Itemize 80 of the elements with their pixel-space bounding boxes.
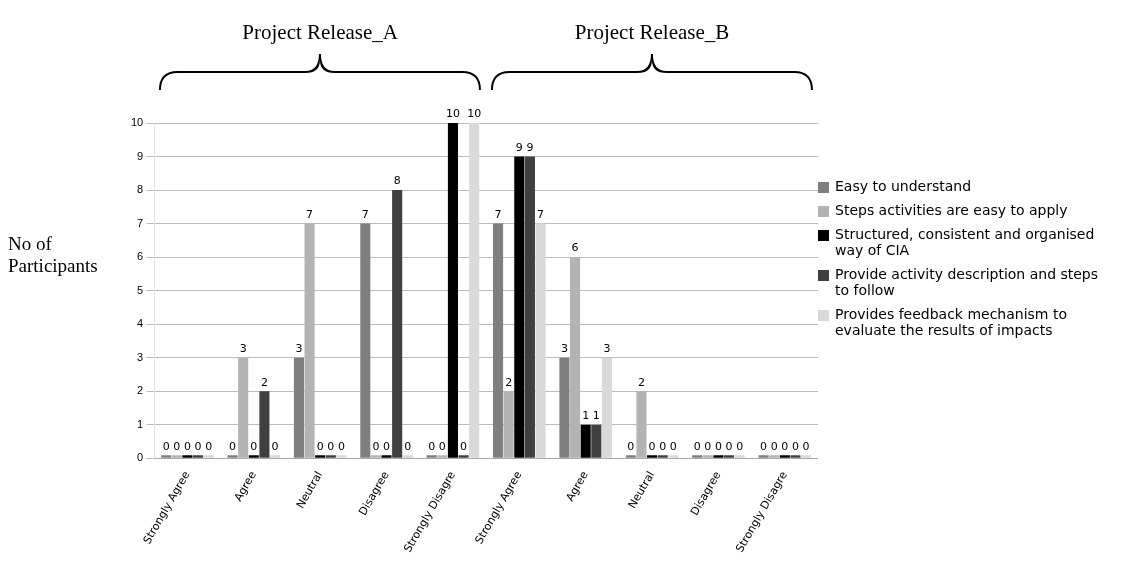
y-tick-label: 7 [137, 216, 144, 229]
data-label: 0 [316, 439, 324, 453]
data-label: 0 [372, 439, 380, 453]
data-label: 0 [791, 439, 799, 453]
bar [559, 357, 570, 458]
legend-label: Provides feedback mechanism to evaluate the results of impacts [835, 306, 1068, 338]
bar [601, 357, 612, 458]
data-label: 0 [704, 439, 712, 453]
data-label: 0 [183, 439, 191, 453]
data-label: 8 [393, 174, 401, 188]
data-label: 0 [659, 439, 667, 453]
bar [493, 223, 504, 458]
data-label: 0 [404, 439, 412, 453]
data-label: 3 [560, 342, 568, 356]
legend-label: Structured, consistent and organised way of CIA [835, 226, 1096, 258]
bar [447, 123, 458, 458]
bar [293, 357, 304, 458]
bar [535, 223, 546, 458]
data-label: 3 [603, 342, 611, 356]
bar [514, 156, 525, 458]
data-label: 1 [592, 409, 600, 423]
bar [469, 123, 480, 458]
y-tick-label: 10 [130, 116, 144, 129]
data-label: 0 [271, 439, 279, 453]
bar [392, 190, 403, 458]
data-label: 0 [337, 439, 345, 453]
data-label: 7 [537, 207, 545, 221]
data-label: 0 [327, 439, 335, 453]
data-label: 0 [802, 439, 810, 453]
data-label: 0 [770, 439, 778, 453]
text: Project Release_A [241, 20, 399, 45]
data-label: 0 [693, 439, 701, 453]
data-label: 0 [250, 439, 258, 453]
data-label: 0 [173, 439, 181, 453]
legend-label: Easy to understand [835, 178, 972, 194]
data-label: 0 [438, 439, 446, 453]
y-axis-title: No of Participants [8, 233, 99, 277]
legend-label: Steps activities are easy to apply [835, 202, 1068, 218]
data-label: 0 [162, 439, 170, 453]
legend-label: Provide activity description and steps to follow [835, 266, 1100, 298]
data-label: 0 [781, 439, 789, 453]
data-label: 2 [505, 375, 513, 389]
data-label: 9 [515, 140, 523, 154]
data-label: 6 [571, 241, 579, 255]
data-label: 1 [582, 409, 590, 423]
data-label: 0 [714, 439, 722, 453]
y-tick-label: 0 [137, 451, 144, 464]
data-label: 0 [194, 439, 202, 453]
data-label: 0 [428, 439, 436, 453]
y-tick-label: 9 [137, 149, 144, 162]
data-label: 0 [725, 439, 733, 453]
data-label: 0 [669, 439, 677, 453]
data-label: 3 [295, 342, 303, 356]
data-label: 0 [736, 439, 744, 453]
data-label: 7 [361, 207, 369, 221]
data-label: 7 [494, 207, 502, 221]
data-label: 0 [760, 439, 768, 453]
data-label: 0 [648, 439, 656, 453]
y-tick-label: 6 [137, 250, 144, 263]
data-label: 0 [627, 439, 635, 453]
data-label: 9 [526, 140, 534, 154]
data-label: 2 [637, 375, 645, 389]
data-label: 7 [306, 207, 314, 221]
text: Project Release_B [573, 20, 731, 45]
data-label: 10 [445, 107, 460, 121]
data-label: 0 [205, 439, 213, 453]
y-tick-label: 2 [137, 384, 144, 397]
y-tick-label: 5 [137, 283, 144, 296]
y-tick-label: 1 [137, 417, 144, 430]
y-tick-label: 4 [137, 317, 144, 330]
bar [524, 156, 535, 458]
bar [360, 223, 371, 458]
data-label: 3 [239, 342, 247, 356]
data-label: 0 [460, 439, 468, 453]
y-tick-label: 8 [137, 183, 144, 196]
data-label: 0 [229, 439, 237, 453]
data-label: 2 [260, 375, 268, 389]
data-label: 0 [383, 439, 391, 453]
y-tick-label: 3 [137, 350, 144, 363]
data-label: 10 [467, 107, 482, 121]
